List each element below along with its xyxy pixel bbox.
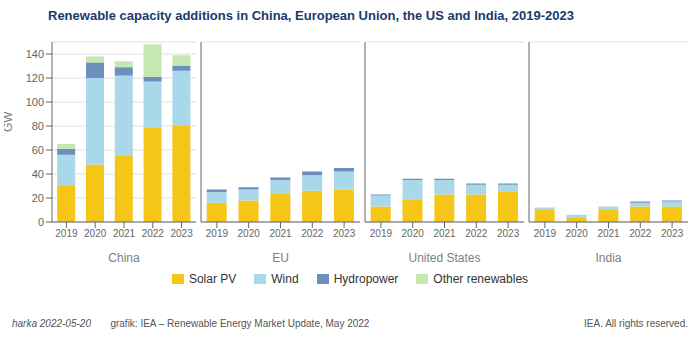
svg-text:120: 120 xyxy=(26,72,44,84)
svg-text:40: 40 xyxy=(32,168,44,180)
svg-text:2022: 2022 xyxy=(465,228,488,239)
svg-text:60: 60 xyxy=(32,144,44,156)
svg-text:2019: 2019 xyxy=(55,228,78,239)
html-text:IEA. All rights reserved.: IEA. All rights reserved. xyxy=(584,318,688,329)
html-text:Hydropower: Hydropower xyxy=(333,272,399,286)
svg-text:140: 140 xyxy=(26,48,44,60)
svg-text:20: 20 xyxy=(32,192,44,204)
svg-text:80: 80 xyxy=(32,120,44,132)
svg-text:2020: 2020 xyxy=(84,228,107,239)
svg-text:2019: 2019 xyxy=(534,228,557,239)
svg-text:2022: 2022 xyxy=(301,228,324,239)
svg-text:2021: 2021 xyxy=(113,228,136,239)
svg-text:0: 0 xyxy=(38,216,44,228)
svg-text:EU: EU xyxy=(272,251,289,264)
svg-text:2019: 2019 xyxy=(206,228,229,239)
html-text:Renewable capacity additions i: Renewable capacity additions in China, E… xyxy=(48,8,574,23)
svg-text:2021: 2021 xyxy=(269,228,292,239)
svg-text:2020: 2020 xyxy=(566,228,589,239)
svg-text:2023: 2023 xyxy=(497,228,520,239)
svg-text:2023: 2023 xyxy=(661,228,684,239)
svg-text:2019: 2019 xyxy=(370,228,393,239)
svg-text:China: China xyxy=(108,251,140,264)
svg-text:2020: 2020 xyxy=(238,228,261,239)
svg-text:2021: 2021 xyxy=(597,228,620,239)
svg-text:2021: 2021 xyxy=(433,228,456,239)
svg-text:2020: 2020 xyxy=(402,228,425,239)
svg-text:United States: United States xyxy=(408,251,480,264)
svg-text:2022: 2022 xyxy=(142,228,165,239)
html-text:Solar PV: Solar PV xyxy=(188,272,237,286)
svg-text:2023: 2023 xyxy=(333,228,356,239)
svg-text:2022: 2022 xyxy=(629,228,652,239)
html-text:harka 2022-05-20 grafik: IEA –: harka 2022-05-20 grafik: IEA – Renewable… xyxy=(12,318,370,329)
svg-text:India: India xyxy=(595,251,621,264)
svg-text:GW: GW xyxy=(8,111,15,132)
svg-text:2023: 2023 xyxy=(170,228,193,239)
html-text:Wind: Wind xyxy=(271,272,299,286)
html-text:Other renewables: Other renewables xyxy=(433,272,529,286)
svg-text:100: 100 xyxy=(26,96,44,108)
